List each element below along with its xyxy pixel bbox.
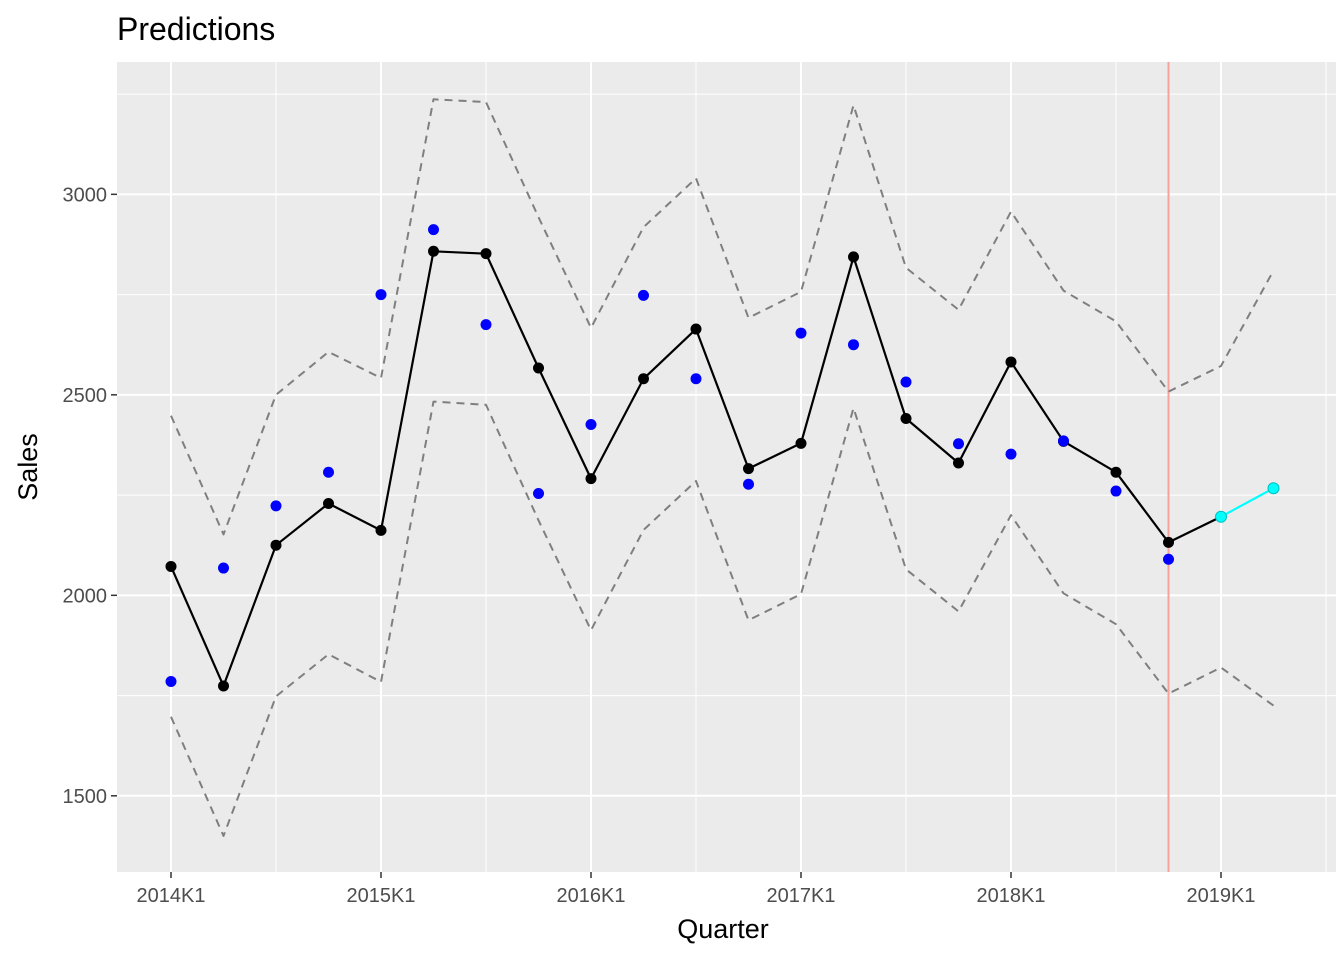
y-tick-label: 3000 — [63, 184, 108, 206]
series-point — [1005, 356, 1017, 368]
series-point — [900, 412, 912, 424]
data-point — [900, 376, 912, 388]
data-point — [743, 478, 754, 490]
x-axis-title: Quarter — [677, 914, 769, 944]
series-point — [1163, 536, 1174, 548]
data-point — [323, 466, 334, 478]
data-point — [375, 289, 387, 301]
plot-marks — [165, 62, 1280, 872]
y-axis-title: Sales — [13, 433, 43, 501]
data-point — [165, 676, 177, 688]
data-point — [428, 224, 439, 236]
series-point — [375, 524, 387, 536]
series-point — [1110, 466, 1122, 478]
data-point — [690, 373, 702, 385]
series-point — [848, 251, 859, 263]
series-point — [1215, 510, 1227, 523]
data-point — [953, 438, 964, 450]
x-tick-label: 2015K1 — [347, 885, 416, 907]
y-tick-label: 2500 — [63, 385, 108, 407]
x-tick-label: 2014K1 — [137, 885, 206, 907]
chart-title: Predictions — [117, 11, 275, 47]
data-point — [1163, 553, 1174, 565]
series-point — [480, 248, 492, 260]
data-point — [270, 500, 282, 512]
y-tick-label: 2000 — [63, 585, 108, 607]
data-point — [1110, 485, 1122, 497]
series-point — [585, 473, 597, 485]
y-tick-label: 1500 — [63, 786, 108, 808]
series-point — [428, 245, 439, 257]
series-line — [1220, 487, 1275, 518]
series-point — [165, 560, 177, 572]
series-point — [1267, 482, 1280, 495]
series-point — [795, 437, 807, 449]
x-tick-label: 2018K1 — [977, 885, 1046, 907]
data-point — [1058, 435, 1069, 447]
data-point — [218, 562, 229, 574]
series-point — [270, 539, 282, 551]
y-axis-ticks: 1500 2000 2500 3000 — [63, 184, 117, 808]
data-point — [638, 289, 649, 301]
interval-dashed-line — [170, 400, 1275, 837]
x-tick-label: 2019K1 — [1187, 885, 1256, 907]
plot-panel — [117, 62, 1336, 872]
x-tick-label: 2016K1 — [557, 885, 626, 907]
series-point — [638, 373, 649, 385]
data-point — [1005, 448, 1017, 460]
series-point — [533, 362, 544, 374]
data-point — [848, 339, 859, 351]
x-axis-ticks: 2014K1 2015K1 2016K1 2017K1 2018K1 2019K1 — [137, 872, 1256, 907]
interval-dashed-line — [170, 98, 1275, 536]
data-point — [533, 487, 544, 499]
x-tick-label: 2017K1 — [767, 885, 836, 907]
data-point — [480, 319, 492, 331]
series-point — [953, 457, 964, 469]
series-point — [218, 680, 229, 692]
series-point — [690, 323, 702, 335]
data-point — [585, 418, 597, 430]
series-point — [323, 497, 334, 509]
series-point — [743, 463, 754, 475]
major-gridlines — [117, 62, 1336, 872]
data-point — [795, 327, 807, 339]
